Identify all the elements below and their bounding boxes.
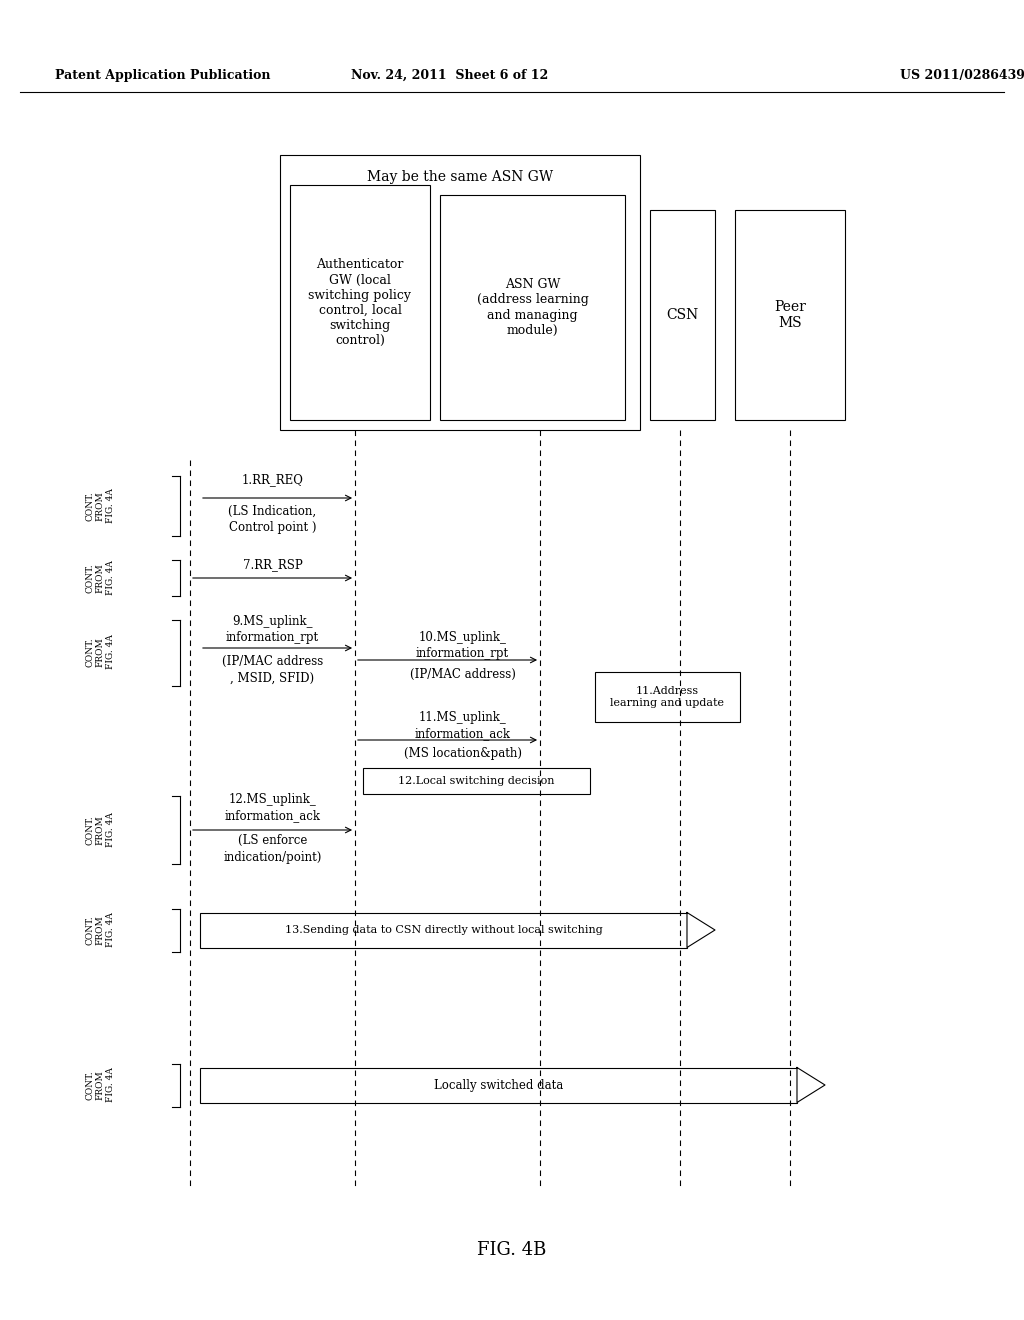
Text: , MSID, SFID): , MSID, SFID) bbox=[230, 672, 314, 685]
Text: 13.Sending data to CSN directly without local switching: 13.Sending data to CSN directly without … bbox=[285, 925, 602, 935]
FancyBboxPatch shape bbox=[362, 768, 590, 795]
Text: Locally switched data: Locally switched data bbox=[434, 1078, 563, 1092]
Text: CSN: CSN bbox=[667, 308, 698, 322]
Polygon shape bbox=[797, 1068, 825, 1102]
Text: CONT.
FROM
FIG. 4A: CONT. FROM FIG. 4A bbox=[85, 1068, 115, 1102]
Text: indication/point): indication/point) bbox=[223, 850, 322, 863]
Text: information_ack: information_ack bbox=[224, 809, 321, 822]
Text: information_rpt: information_rpt bbox=[226, 631, 319, 644]
Text: CONT.
FROM
FIG. 4A: CONT. FROM FIG. 4A bbox=[85, 561, 115, 595]
FancyBboxPatch shape bbox=[280, 154, 640, 430]
Text: 7.RR_RSP: 7.RR_RSP bbox=[243, 558, 302, 572]
FancyBboxPatch shape bbox=[440, 195, 625, 420]
Text: (LS Indication,: (LS Indication, bbox=[228, 504, 316, 517]
Text: May be the same ASN GW: May be the same ASN GW bbox=[367, 170, 553, 183]
Text: information_ack: information_ack bbox=[415, 727, 511, 741]
Text: (LS enforce: (LS enforce bbox=[238, 833, 307, 846]
Text: FIG. 4B: FIG. 4B bbox=[477, 1241, 547, 1259]
Polygon shape bbox=[687, 912, 715, 948]
FancyBboxPatch shape bbox=[595, 672, 740, 722]
Text: Control point ): Control point ) bbox=[228, 521, 316, 535]
Text: information_rpt: information_rpt bbox=[416, 648, 509, 660]
Text: 11.MS_uplink_: 11.MS_uplink_ bbox=[419, 711, 507, 725]
Text: (IP/MAC address): (IP/MAC address) bbox=[410, 668, 515, 681]
Text: US 2011/0286439 A1: US 2011/0286439 A1 bbox=[900, 69, 1024, 82]
Text: CONT.
FROM
FIG. 4A: CONT. FROM FIG. 4A bbox=[85, 912, 115, 948]
FancyBboxPatch shape bbox=[290, 185, 430, 420]
Text: (MS location&path): (MS location&path) bbox=[403, 747, 521, 760]
Text: (IP/MAC address: (IP/MAC address bbox=[222, 655, 324, 668]
Text: 12.Local switching decision: 12.Local switching decision bbox=[398, 776, 555, 785]
Text: ASN GW
(address learning
and managing
module): ASN GW (address learning and managing mo… bbox=[476, 279, 589, 337]
Text: Authenticator
GW (local
switching policy
control, local
switching
control): Authenticator GW (local switching policy… bbox=[308, 259, 412, 346]
Text: 11.Address
learning and update: 11.Address learning and update bbox=[610, 686, 725, 708]
Text: CONT.
FROM
FIG. 4A: CONT. FROM FIG. 4A bbox=[85, 813, 115, 847]
Text: CONT.
FROM
FIG. 4A: CONT. FROM FIG. 4A bbox=[85, 488, 115, 524]
FancyBboxPatch shape bbox=[200, 1068, 797, 1102]
Text: 10.MS_uplink_: 10.MS_uplink_ bbox=[419, 631, 507, 644]
FancyBboxPatch shape bbox=[200, 912, 687, 948]
Text: Patent Application Publication: Patent Application Publication bbox=[55, 69, 270, 82]
Text: 9.MS_uplink_: 9.MS_uplink_ bbox=[232, 615, 312, 628]
FancyBboxPatch shape bbox=[735, 210, 845, 420]
Text: CONT.
FROM
FIG. 4A: CONT. FROM FIG. 4A bbox=[85, 635, 115, 669]
Text: Peer
MS: Peer MS bbox=[774, 300, 806, 330]
FancyBboxPatch shape bbox=[650, 210, 715, 420]
Text: 1.RR_REQ: 1.RR_REQ bbox=[242, 474, 303, 487]
Text: 12.MS_uplink_: 12.MS_uplink_ bbox=[228, 793, 316, 807]
Text: Nov. 24, 2011  Sheet 6 of 12: Nov. 24, 2011 Sheet 6 of 12 bbox=[351, 69, 549, 82]
